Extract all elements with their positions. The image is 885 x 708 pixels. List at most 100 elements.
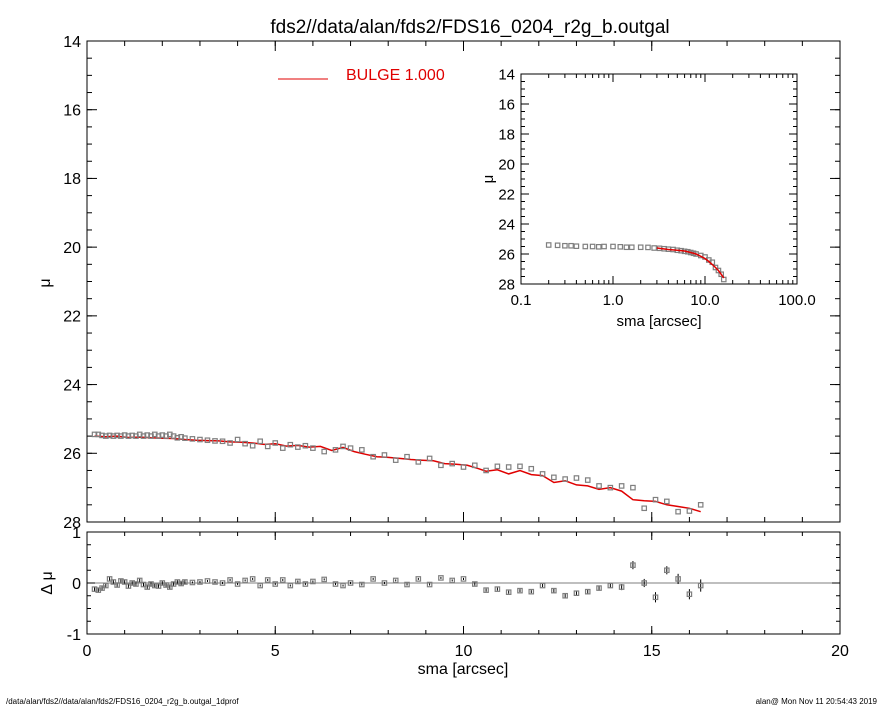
residual-data-point [449, 577, 456, 584]
inset-data-point [595, 244, 602, 250]
inset-data-point [554, 242, 561, 249]
main-y-tick-label: 26 [63, 446, 81, 463]
main-data-point [426, 455, 433, 462]
main-data-point [197, 436, 203, 443]
residual-data-point [118, 578, 124, 584]
inset-data-point [589, 243, 596, 250]
main-data-point [340, 443, 346, 450]
inset-data-point [718, 271, 725, 278]
residual-data-point [426, 581, 433, 588]
residual-data-point [129, 580, 135, 586]
inset-data-point [582, 243, 589, 250]
residual-data-point [359, 581, 365, 588]
inset-data-point [712, 264, 719, 271]
residual-ticks: 0 5 10 15 20-101 [67, 525, 849, 660]
residual-data-point [438, 575, 444, 581]
main-data-point [359, 447, 365, 453]
residual-data-point [227, 577, 233, 583]
main-data-point [155, 433, 162, 439]
main-data-point [121, 432, 128, 438]
main-data-point [272, 440, 279, 446]
residual-y-tick-label: 0 [72, 576, 81, 593]
residual-data-point [562, 592, 568, 599]
residual-y-tick-label: 1 [72, 525, 81, 542]
inset-plot-frame [520, 73, 798, 285]
residual-data-point [415, 576, 422, 582]
footer-right: alan@ Mon Nov 11 20:54:43 2019 [756, 697, 878, 706]
main-data-point [630, 484, 636, 491]
inset-data-point [628, 244, 635, 251]
main-data-point [596, 483, 602, 489]
main-data-point [159, 432, 166, 438]
inset-data-point [601, 243, 607, 250]
residual-data-point [144, 584, 151, 590]
main-data-point [174, 435, 181, 441]
residual-data-point [618, 584, 625, 590]
main-data-point [675, 508, 681, 515]
chart-title: fds2//data/alan/fds2/FDS16_0204_r2g_b.ou… [270, 17, 669, 38]
residual-data-point [219, 580, 226, 586]
residual-y-axis-label: Δ μ [39, 571, 56, 594]
main-data-point [118, 433, 124, 439]
main-model-line [94, 435, 701, 513]
residual-data-point [607, 582, 614, 589]
main-data-point [381, 452, 388, 458]
inset-x-tick-label: 100.0 [778, 292, 816, 309]
residual-data-point [136, 577, 143, 584]
inset-data-point [651, 245, 657, 251]
residual-data-point [404, 581, 410, 588]
legend-label: BULGE 1.000 [346, 67, 445, 84]
main-data-point [144, 432, 151, 438]
residual-data-point [310, 578, 316, 585]
inset-marks [545, 242, 727, 283]
residual-x-tick-label: 10 [455, 643, 473, 660]
main-data-point [404, 453, 410, 460]
residual-data-point [121, 579, 128, 585]
inset-x-tick-label: 1.0 [603, 292, 624, 309]
main-ticks: 14 16 18 20 22 24 26 28 [63, 34, 841, 532]
inset-plot: 0.1 1.0 10.0 100.0 14 16 18 20 22 24 26 28 sma [arc… [480, 66, 816, 330]
residual-data-point [483, 587, 489, 593]
main-y-tick-label: 28 [63, 515, 81, 532]
residual-data-point [148, 581, 154, 587]
residual-data-point [551, 587, 557, 594]
main-data-point [483, 467, 489, 474]
residual-data-point [279, 577, 286, 583]
residual-data-point [381, 580, 388, 586]
residual-data-point [249, 576, 256, 582]
main-data-point [551, 474, 557, 481]
residual-data-point [295, 578, 301, 585]
main-data-point [392, 457, 399, 463]
main-data-point [460, 464, 467, 470]
main-data-point [528, 465, 535, 472]
inset-data-point [610, 243, 616, 250]
residual-data-point [340, 582, 346, 589]
residual-data-point [664, 567, 670, 574]
residual-data-point [189, 579, 196, 586]
footer-left: /data/alan/fds2//data/alan/fds2/FDS16_02… [6, 697, 239, 706]
residual-y-tick-label: -1 [67, 627, 81, 644]
main-data-point [618, 483, 625, 489]
inset-data-point [637, 244, 644, 251]
residual-data-point [686, 591, 693, 598]
main-data-point [321, 448, 327, 455]
residual-data-point [212, 579, 218, 585]
residual-data-point [133, 581, 139, 587]
residual-data-point [155, 583, 162, 589]
main-data-point [106, 432, 113, 439]
residual-data-point [675, 576, 681, 582]
main-data-point [257, 438, 263, 445]
main-data-point [347, 445, 354, 451]
residual-data-point [264, 577, 271, 583]
residual-data-point [370, 576, 376, 582]
residual-x-tick-label: 5 [271, 643, 280, 660]
residual-data-point [242, 577, 248, 584]
main-data-point [91, 431, 98, 438]
main-data-point [212, 438, 218, 444]
inset-data-point [617, 244, 624, 250]
inset-y-tick-label: 20 [498, 156, 515, 173]
main-y-tick-label: 18 [63, 171, 81, 188]
main-data-point [607, 484, 614, 491]
residual-data-point [302, 581, 309, 587]
main-y-tick-label: 24 [63, 377, 81, 394]
